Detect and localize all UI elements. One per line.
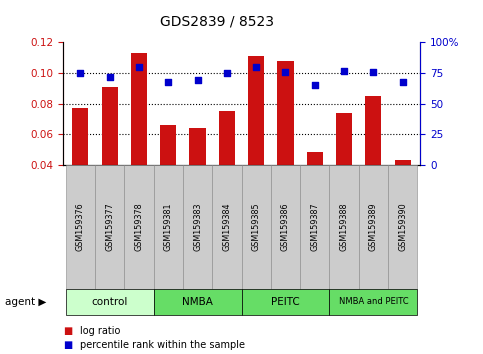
Bar [101, 87, 118, 165]
Bar [131, 53, 147, 165]
Bar [365, 96, 382, 165]
Text: percentile rank within the sample: percentile rank within the sample [80, 340, 245, 350]
Point [106, 74, 114, 80]
Text: GDS2839 / 8523: GDS2839 / 8523 [160, 14, 274, 28]
Text: GSM159381: GSM159381 [164, 202, 173, 251]
Point [252, 64, 260, 70]
Bar [336, 113, 352, 165]
Point [135, 64, 143, 70]
Point [399, 79, 407, 84]
Bar [395, 160, 411, 165]
Text: GSM159387: GSM159387 [310, 202, 319, 251]
Point [369, 69, 377, 75]
Text: GSM159384: GSM159384 [222, 202, 231, 251]
Bar [160, 125, 176, 165]
Bar [189, 128, 206, 165]
Bar [219, 111, 235, 165]
Point [340, 68, 348, 73]
Text: GSM159376: GSM159376 [76, 202, 85, 251]
Bar [248, 56, 264, 165]
Point [223, 70, 231, 76]
Point [282, 69, 289, 75]
Text: NMBA and PEITC: NMBA and PEITC [339, 297, 408, 306]
Text: GSM159383: GSM159383 [193, 202, 202, 251]
Text: ■: ■ [63, 326, 72, 336]
Point [311, 82, 319, 88]
Bar [277, 61, 294, 165]
Text: GSM159385: GSM159385 [252, 202, 261, 251]
Point [76, 70, 84, 76]
Text: GSM159378: GSM159378 [134, 202, 143, 251]
Text: control: control [91, 297, 128, 307]
Text: agent ▶: agent ▶ [5, 297, 46, 307]
Text: ■: ■ [63, 340, 72, 350]
Text: GSM159377: GSM159377 [105, 202, 114, 251]
Bar [72, 108, 88, 165]
Text: PEITC: PEITC [271, 297, 300, 307]
Point [164, 79, 172, 84]
Text: GSM159389: GSM159389 [369, 202, 378, 251]
Bar [307, 152, 323, 165]
Text: log ratio: log ratio [80, 326, 120, 336]
Text: NMBA: NMBA [182, 297, 213, 307]
Text: GSM159386: GSM159386 [281, 202, 290, 251]
Text: GSM159388: GSM159388 [340, 202, 349, 251]
Text: GSM159390: GSM159390 [398, 202, 407, 251]
Point [194, 78, 201, 83]
